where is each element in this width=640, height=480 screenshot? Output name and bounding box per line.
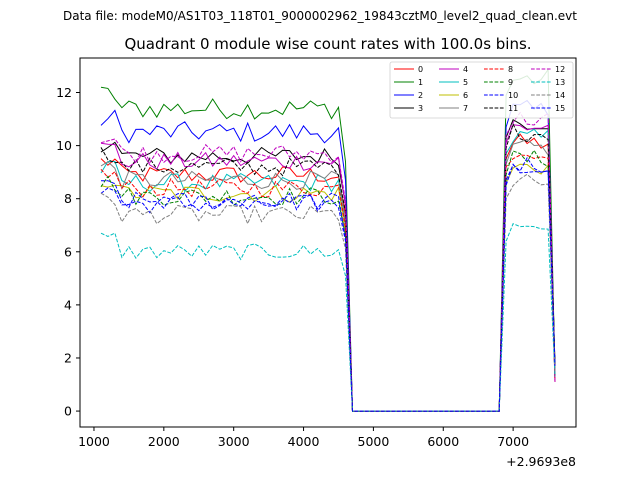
y-tick-label: 4 (64, 297, 72, 312)
legend-label-7: 7 (463, 104, 468, 113)
x-offset-label: +2.9693e8 (506, 454, 576, 469)
legend-label-15: 15 (555, 104, 565, 113)
y-tick-label: 6 (64, 244, 72, 259)
y-tick-label: 0 (64, 404, 72, 419)
y-tick-label: 2 (64, 350, 72, 365)
legend-label-14: 14 (555, 91, 565, 100)
series-line-0 (100, 133, 556, 412)
series-line-5 (100, 128, 556, 412)
series-line-15 (100, 163, 556, 412)
legend-label-12: 12 (555, 65, 565, 74)
series-line-13 (100, 223, 556, 412)
legend-label-3: 3 (418, 104, 423, 113)
x-tick-label: 1000 (78, 434, 110, 449)
x-tick-label: 2000 (148, 434, 180, 449)
chart-subtitle: Data file: modeM0/AS1T03_118T01_90000029… (63, 9, 577, 23)
y-tick-label: 12 (56, 85, 72, 100)
x-tick-label: 3000 (218, 434, 250, 449)
y-tick-label: 8 (64, 191, 72, 206)
chart-title: Quadrant 0 module wise count rates with … (124, 35, 531, 53)
legend-label-1: 1 (418, 78, 423, 87)
x-tick-label: 5000 (358, 434, 390, 449)
series-layer (100, 68, 556, 412)
legend-label-9: 9 (508, 78, 513, 87)
legend-label-2: 2 (418, 91, 423, 100)
legend-label-8: 8 (508, 65, 513, 74)
series-line-14 (100, 173, 556, 412)
x-axis: 1000 2000 3000 4000 5000 6000 7000 (78, 427, 529, 449)
series-line-1 (100, 68, 556, 412)
series-line-8 (100, 154, 556, 412)
legend-label-6: 6 (463, 91, 468, 100)
legend-label-13: 13 (555, 78, 565, 87)
x-tick-label: 7000 (497, 434, 529, 449)
y-tick-label: 10 (56, 138, 72, 153)
axes-frame (79, 57, 577, 428)
legend-label-0: 0 (418, 65, 423, 74)
legend-frame (389, 61, 574, 119)
series-line-4 (100, 124, 556, 412)
series-line-12 (100, 111, 556, 412)
plot-area (100, 68, 556, 412)
legend-label-4: 4 (463, 65, 468, 74)
legend-label-11: 11 (508, 104, 518, 113)
legend-label-10: 10 (508, 91, 518, 100)
y-axis: 0 2 4 6 8 10 12 (56, 85, 80, 419)
legend-label-5: 5 (463, 78, 468, 87)
x-tick-label: 6000 (427, 434, 459, 449)
x-tick-label: 4000 (288, 434, 320, 449)
series-line-9 (100, 149, 556, 412)
series-line-11 (100, 122, 556, 412)
